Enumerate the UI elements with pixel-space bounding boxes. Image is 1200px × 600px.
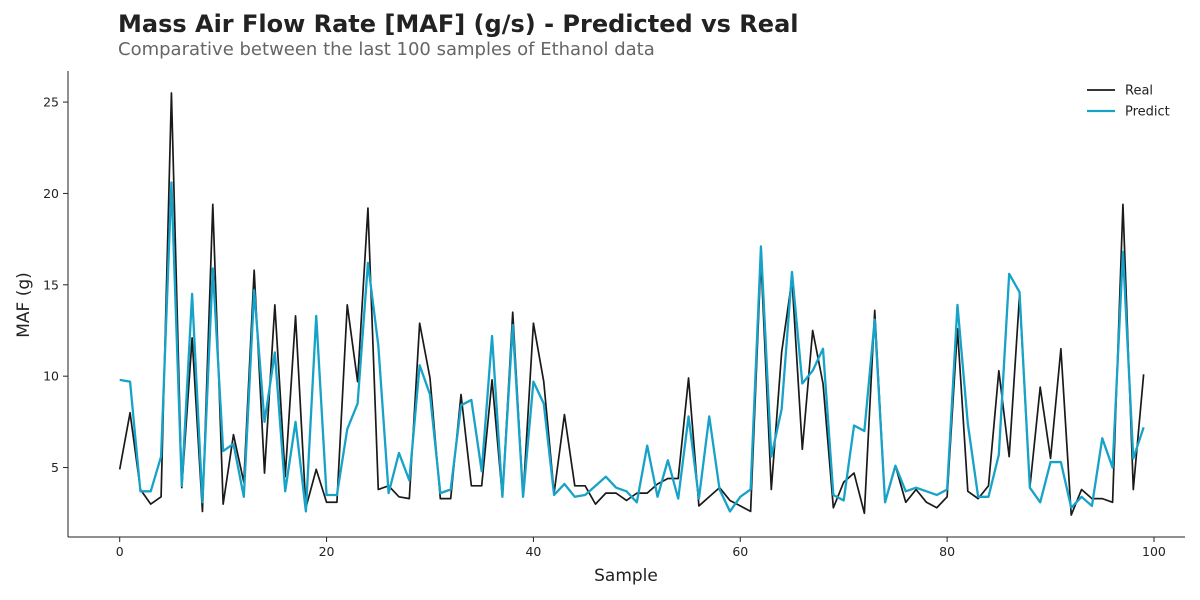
legend: Real Predict	[1087, 84, 1170, 120]
x-tick-label: 20	[319, 544, 335, 559]
x-tick-label: 80	[939, 544, 955, 559]
series-layer	[118, 92, 1145, 516]
x-tick-label: 60	[732, 544, 748, 559]
axes	[67, 71, 1185, 538]
legend-label-predict: Predict	[1125, 105, 1170, 120]
y-tick-label: 25	[43, 95, 59, 110]
y-tick-label: 20	[43, 186, 59, 201]
x-tick-label: 100	[1142, 544, 1166, 559]
chart-title: Mass Air Flow Rate [MAF] (g/s) - Predict…	[118, 10, 799, 38]
x-axis-label: Sample	[594, 566, 658, 586]
y-axis-label: MAF (g)	[14, 272, 34, 338]
legend-label-real: Real	[1125, 84, 1153, 99]
y-tick-label: 5	[51, 460, 59, 475]
x-tick-label: 40	[525, 544, 541, 559]
chart-subtitle: Comparative between the last 100 samples…	[118, 39, 655, 60]
series-line-real	[118, 92, 1145, 516]
y-tick-label: 10	[43, 369, 59, 384]
ticks: 0 20 40 60 80 100 5 10 15 20 25	[43, 95, 1166, 559]
series-line-predict	[119, 181, 1145, 513]
x-tick-label: 0	[116, 544, 124, 559]
y-tick-label: 15	[43, 277, 59, 292]
